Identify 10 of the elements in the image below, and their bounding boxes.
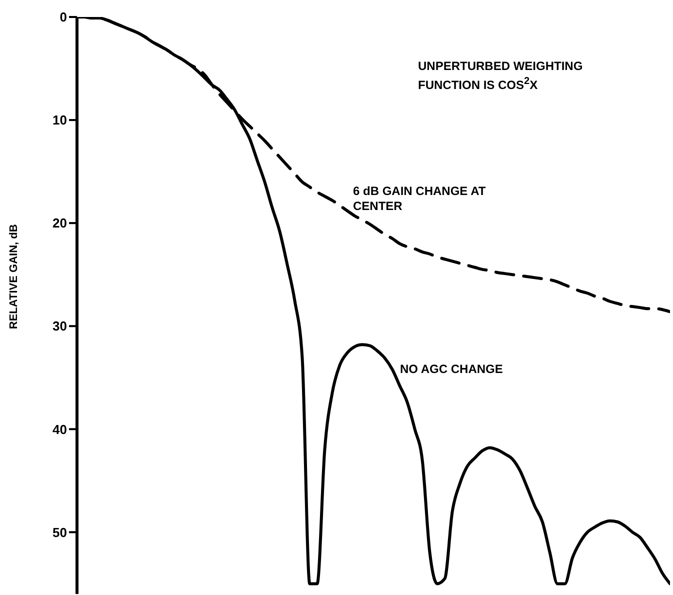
series-label: 6 dB GAIN CHANGE AT CENTER — [353, 184, 487, 214]
series-label: NO AGC CHANGE — [400, 362, 504, 377]
y-tick-label: 40 — [52, 422, 67, 437]
y-axis-title: RELATIVE GAIN, dB — [8, 224, 20, 330]
y-tick-label: 50 — [52, 524, 67, 540]
annotation: UNPERTURBED WEIGHTING FUNCTION IS COS$^{2}$X — [418, 58, 584, 93]
y-tick-label: 30 — [52, 318, 67, 334]
y-tick-label: 20 — [52, 216, 67, 231]
y-tick-label: 10 — [52, 112, 67, 128]
y-tick-label: 0 — [60, 10, 67, 25]
